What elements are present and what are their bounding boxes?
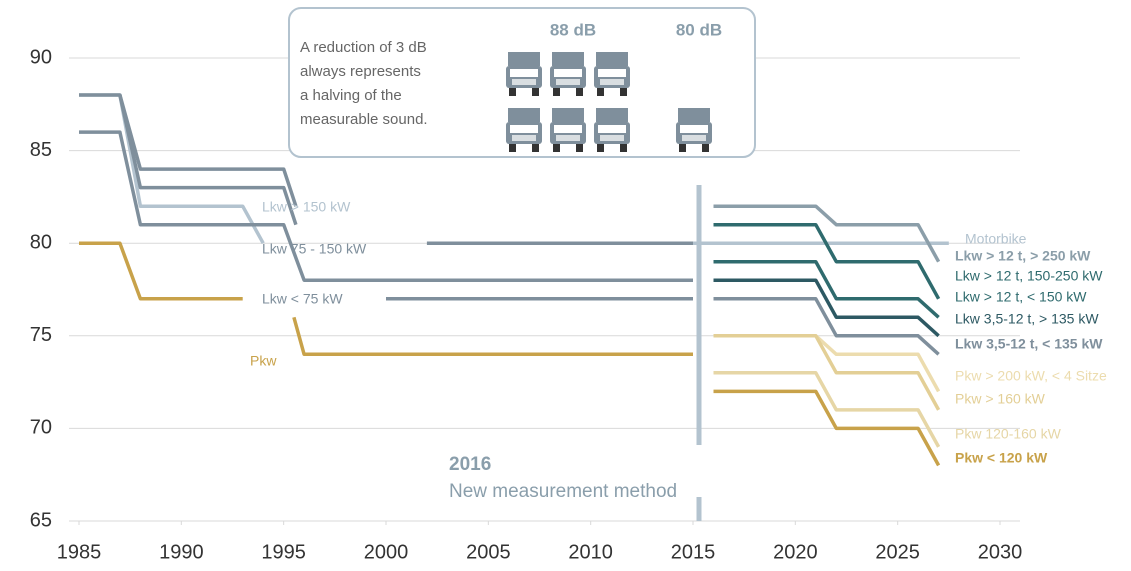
callout-text: a halving of the xyxy=(300,87,402,104)
x-tick-label: 1995 xyxy=(261,541,306,563)
series-label: Lkw 3,5-12 t, > 135 kW xyxy=(955,311,1099,327)
lines xyxy=(79,93,949,467)
annotation-year: 2016 xyxy=(449,454,491,475)
callout-after: 80 dB xyxy=(676,20,722,39)
series-line xyxy=(713,389,941,467)
series-label: Pkw < 120 kW xyxy=(955,450,1048,466)
series-label: Lkw > 12 t, > 250 kW xyxy=(955,248,1091,264)
x-tick-label: 1990 xyxy=(159,541,204,563)
y-tick-label: 75 xyxy=(30,324,52,346)
series-line xyxy=(713,334,941,411)
x-tick-label: 2010 xyxy=(568,541,613,563)
series-label: Pkw > 160 kW xyxy=(955,391,1046,407)
series-line xyxy=(713,278,940,338)
series-label: Pkw > 200 kW, < 4 Sitze xyxy=(955,368,1107,384)
series-line xyxy=(118,94,298,226)
series-label: Lkw 75 - 150 kW xyxy=(262,241,367,257)
y-tick-label: 90 xyxy=(30,46,52,68)
callout-before: 88 dB xyxy=(550,20,596,39)
labels: Lkw > 150 kW Lkw 75 - 150 kW Lkw < 75 kW Pk… xyxy=(250,199,1107,466)
x-tick-label: 2005 xyxy=(466,541,511,563)
series-line xyxy=(713,334,941,393)
series-label: Lkw > 150 kW xyxy=(262,199,351,215)
y-tick-label: 80 xyxy=(30,231,52,253)
annotation-method: New measurement method xyxy=(449,481,677,502)
y-tick-label: 70 xyxy=(30,417,52,439)
series-line xyxy=(713,204,941,263)
callout-text: measurable sound. xyxy=(300,111,428,128)
x-tick-label: 1985 xyxy=(57,541,102,563)
series-line xyxy=(713,371,941,448)
series-label: Pkw 120-160 kW xyxy=(955,426,1062,442)
series-label: Pkw xyxy=(250,353,277,369)
x-tick-label: 2015 xyxy=(671,541,716,563)
series-label: Lkw > 12 t, < 150 kW xyxy=(955,289,1087,305)
y-tick-label: 65 xyxy=(30,509,52,531)
series-line xyxy=(79,241,693,357)
x-tick-label: 2030 xyxy=(978,541,1023,563)
x-tick-label: 2020 xyxy=(773,541,818,563)
series-line xyxy=(79,130,693,282)
series-line xyxy=(713,259,940,319)
series-label: Motorbike xyxy=(965,231,1027,247)
callout-text: A reduction of 3 dB xyxy=(300,39,427,56)
series-label: Lkw 3,5-12 t, < 135 kW xyxy=(955,336,1103,352)
x-tick-label: 2025 xyxy=(875,541,920,563)
series-line xyxy=(713,222,941,300)
x-tick-label: 2000 xyxy=(364,541,409,563)
series-label: Lkw > 12 t, 150-250 kW xyxy=(955,268,1103,284)
series-line xyxy=(713,297,940,356)
series-line xyxy=(79,93,298,207)
callout-text: always represents xyxy=(300,63,421,80)
series-label: Lkw < 75 kW xyxy=(262,291,343,307)
y-tick-label: 85 xyxy=(30,139,52,161)
